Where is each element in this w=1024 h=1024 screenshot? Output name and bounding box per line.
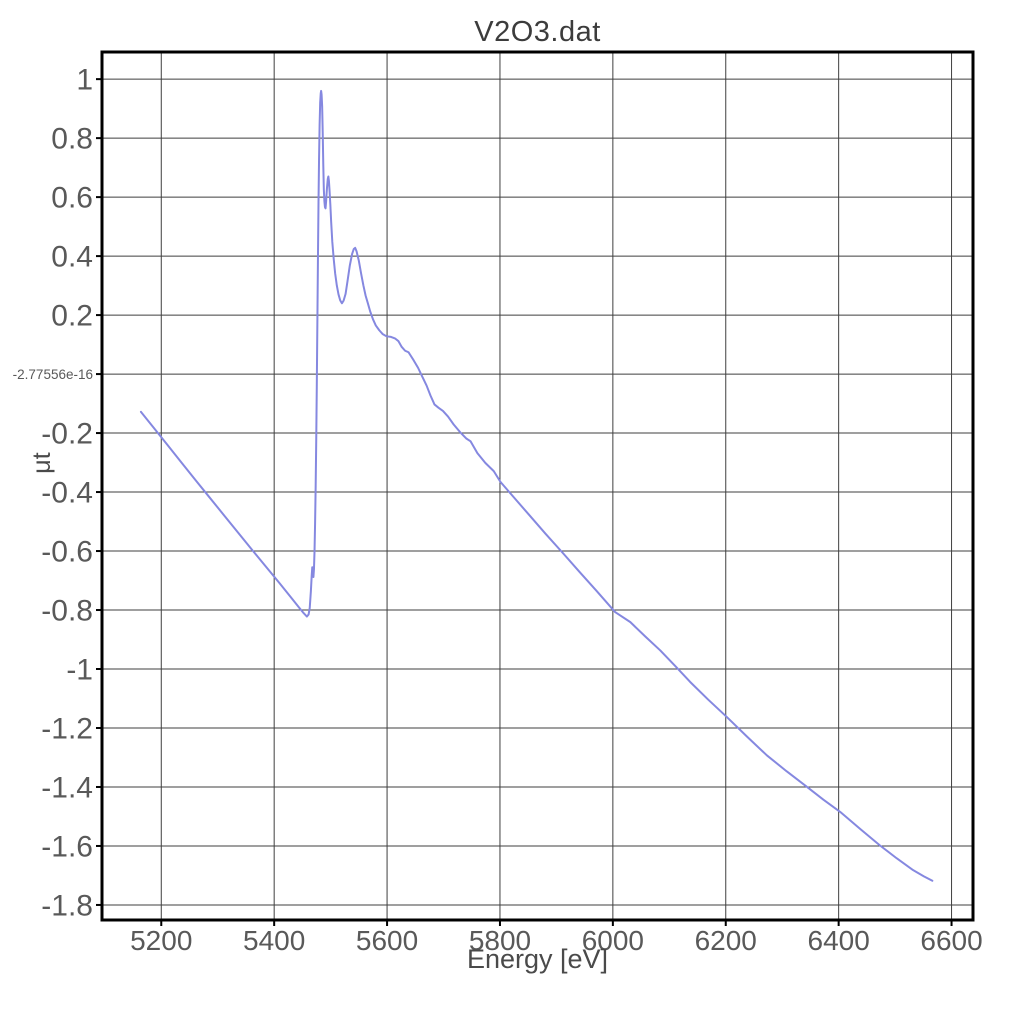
y-tick-label: -0.4 (41, 477, 93, 510)
x-axis-label: Energy [eV] (466, 944, 609, 974)
y-tick-label: -0.8 (41, 595, 93, 628)
y-tick-label: -1 (66, 654, 93, 687)
plot-frame (100, 50, 975, 922)
x-tick-label: 5400 (243, 925, 305, 956)
x-tick-label: 5800 (469, 925, 531, 956)
x-tick-label: 5600 (356, 925, 418, 956)
chart-title: V2O3.dat (474, 16, 601, 48)
y-tick-label: -0.6 (41, 536, 93, 569)
y-tick-label: 1 (76, 64, 93, 97)
y-tick-label: 0.8 (51, 123, 93, 156)
y-tick-label: -1.4 (41, 771, 93, 804)
data-series-line (139, 89, 934, 882)
y-tick-label: -1.8 (41, 889, 93, 922)
x-tick-label: 6600 (920, 925, 982, 956)
y-tick-label: -2.77556e-16 (13, 367, 93, 382)
x-tick-label: 5200 (130, 925, 192, 956)
x-tick-label: 6400 (808, 925, 870, 956)
y-tick-label: -0.2 (41, 418, 93, 451)
y-tick-label: 0.4 (51, 241, 93, 274)
y-tick-label: -1.2 (41, 712, 93, 745)
y-tick-label: -1.6 (41, 830, 93, 863)
x-tick-label: 6000 (582, 925, 644, 956)
x-tick-label: 6200 (695, 925, 757, 956)
y-tick-label: 0.2 (51, 300, 93, 333)
y-tick-label: 0.6 (51, 182, 93, 215)
y-axis-label: μt (27, 452, 56, 474)
